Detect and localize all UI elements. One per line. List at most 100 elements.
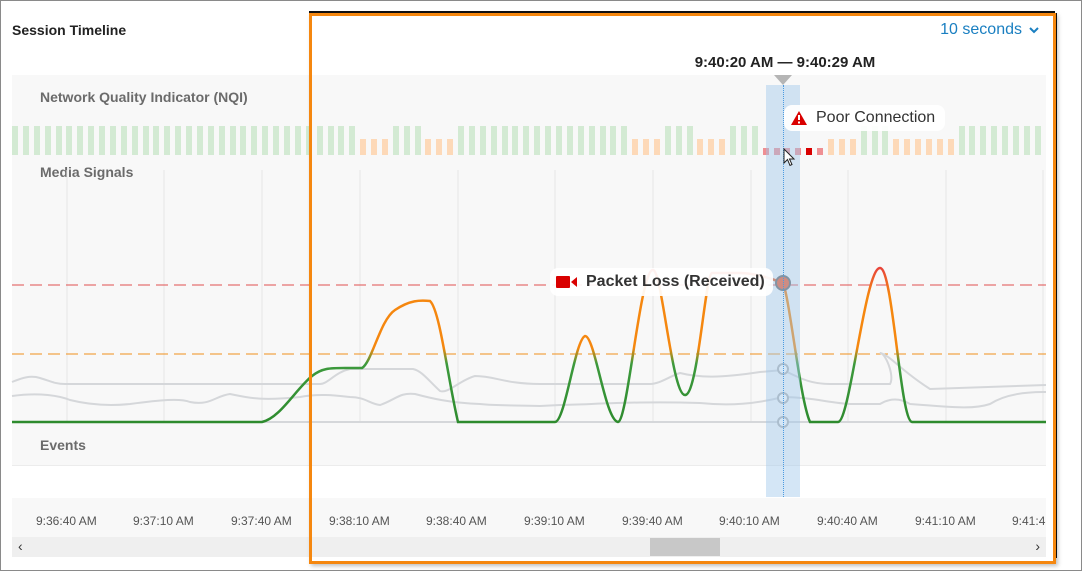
nqi-bar[interactable]: [566, 126, 573, 155]
nqi-bar[interactable]: [153, 126, 160, 155]
nqi-bar[interactable]: [229, 126, 236, 155]
nqi-bar[interactable]: [99, 126, 106, 155]
nqi-bar[interactable]: [66, 126, 73, 155]
nqi-bar[interactable]: [784, 148, 791, 155]
nqi-bar[interactable]: [969, 126, 976, 155]
nqi-bar[interactable]: [327, 126, 334, 155]
nqi-bar[interactable]: [44, 126, 51, 155]
nqi-bar[interactable]: [33, 126, 40, 155]
nqi-bar[interactable]: [490, 126, 497, 155]
nqi-bar[interactable]: [773, 148, 780, 155]
nqi-bar[interactable]: [828, 139, 834, 155]
nqi-bar[interactable]: [534, 126, 541, 155]
nqi-bar[interactable]: [817, 148, 824, 155]
nqi-bar[interactable]: [479, 126, 486, 155]
nqi-bar[interactable]: [414, 126, 421, 155]
nqi-bar[interactable]: [664, 126, 671, 155]
nqi-bar[interactable]: [838, 139, 845, 155]
nqi-bar[interactable]: [588, 126, 595, 155]
nqi-bar[interactable]: [88, 126, 95, 155]
nqi-bar[interactable]: [871, 126, 878, 155]
nqi-bar[interactable]: [22, 126, 29, 155]
nqi-bar[interactable]: [436, 139, 443, 155]
nqi-bar[interactable]: [262, 126, 269, 155]
nqi-bar[interactable]: [120, 126, 127, 155]
nqi-bar[interactable]: [392, 126, 399, 155]
nqi-bar[interactable]: [882, 126, 889, 155]
nqi-bar[interactable]: [55, 126, 62, 155]
nqi-bar[interactable]: [893, 139, 900, 155]
scroll-thumb[interactable]: [650, 538, 720, 556]
nqi-bar[interactable]: [980, 126, 987, 155]
nqi-bar[interactable]: [468, 126, 475, 155]
nqi-bar[interactable]: [338, 126, 345, 155]
interval-dropdown[interactable]: 10 seconds: [940, 21, 1040, 39]
nqi-bar[interactable]: [849, 139, 856, 155]
nqi-bar[interactable]: [686, 126, 693, 155]
nqi-bar[interactable]: [599, 126, 606, 155]
nqi-bar[interactable]: [316, 126, 323, 155]
nqi-bar[interactable]: [164, 126, 171, 155]
nqi-bar[interactable]: [371, 139, 378, 155]
nqi-bar[interactable]: [403, 126, 410, 155]
nqi-bar[interactable]: [762, 148, 769, 155]
nqi-bar[interactable]: [142, 126, 149, 155]
nqi-bar[interactable]: [273, 126, 280, 155]
nqi-bar[interactable]: [795, 148, 802, 155]
nqi-bar[interactable]: [425, 139, 432, 155]
events-track[interactable]: [12, 465, 1046, 499]
nqi-bar[interactable]: [294, 126, 301, 155]
nqi-bar[interactable]: [697, 139, 704, 155]
nqi-bar[interactable]: [925, 139, 932, 155]
nqi-bar[interactable]: [708, 139, 715, 155]
nqi-bar[interactable]: [730, 126, 737, 155]
nqi-bar[interactable]: [1023, 126, 1030, 155]
nqi-bar[interactable]: [284, 126, 290, 155]
nqi-bar[interactable]: [501, 126, 508, 155]
nqi-bar[interactable]: [958, 126, 965, 155]
nqi-bar[interactable]: [1034, 126, 1041, 155]
nqi-bar[interactable]: [675, 126, 682, 155]
nqi-bar[interactable]: [240, 126, 247, 155]
nqi-bar[interactable]: [207, 126, 214, 155]
nqi-bar[interactable]: [947, 139, 954, 155]
nqi-bar[interactable]: [719, 139, 726, 155]
nqi-bar[interactable]: [577, 126, 584, 155]
scroll-left-icon[interactable]: ‹: [18, 538, 23, 554]
nqi-bar[interactable]: [991, 126, 998, 155]
nqi-bar[interactable]: [196, 126, 203, 155]
nqi-bar[interactable]: [632, 139, 639, 155]
horizontal-scrollbar[interactable]: ‹ ›: [12, 537, 1046, 557]
nqi-bar[interactable]: [1012, 126, 1019, 155]
nqi-bar[interactable]: [218, 126, 225, 155]
nqi-bar[interactable]: [305, 126, 312, 155]
nqi-bar[interactable]: [806, 148, 813, 155]
nqi-bar[interactable]: [556, 126, 562, 155]
nqi-bar[interactable]: [109, 126, 116, 155]
nqi-bar[interactable]: [610, 126, 617, 155]
nqi-bar[interactable]: [545, 126, 552, 155]
nqi-bar[interactable]: [12, 126, 18, 155]
nqi-bar[interactable]: [915, 139, 922, 155]
nqi-bar[interactable]: [740, 126, 747, 155]
nqi-bar[interactable]: [653, 139, 660, 155]
nqi-bar[interactable]: [523, 126, 530, 155]
nqi-bar[interactable]: [904, 139, 911, 155]
nqi-bar[interactable]: [77, 126, 84, 155]
nqi-bar[interactable]: [621, 126, 628, 155]
nqi-bar[interactable]: [751, 126, 758, 155]
nqi-bar[interactable]: [458, 126, 465, 155]
nqi-bar[interactable]: [349, 126, 356, 155]
nqi-bar[interactable]: [251, 126, 258, 155]
nqi-bar[interactable]: [512, 126, 519, 155]
nqi-bar[interactable]: [860, 126, 867, 155]
scroll-right-icon[interactable]: ›: [1035, 538, 1040, 554]
selection-marker-triangle[interactable]: [774, 75, 792, 85]
nqi-bar[interactable]: [643, 139, 650, 155]
nqi-bar[interactable]: [936, 139, 943, 155]
nqi-bar[interactable]: [131, 126, 138, 155]
nqi-bar[interactable]: [186, 126, 193, 155]
nqi-bar[interactable]: [175, 126, 182, 155]
nqi-bar[interactable]: [1002, 126, 1009, 155]
nqi-bar[interactable]: [381, 139, 388, 155]
